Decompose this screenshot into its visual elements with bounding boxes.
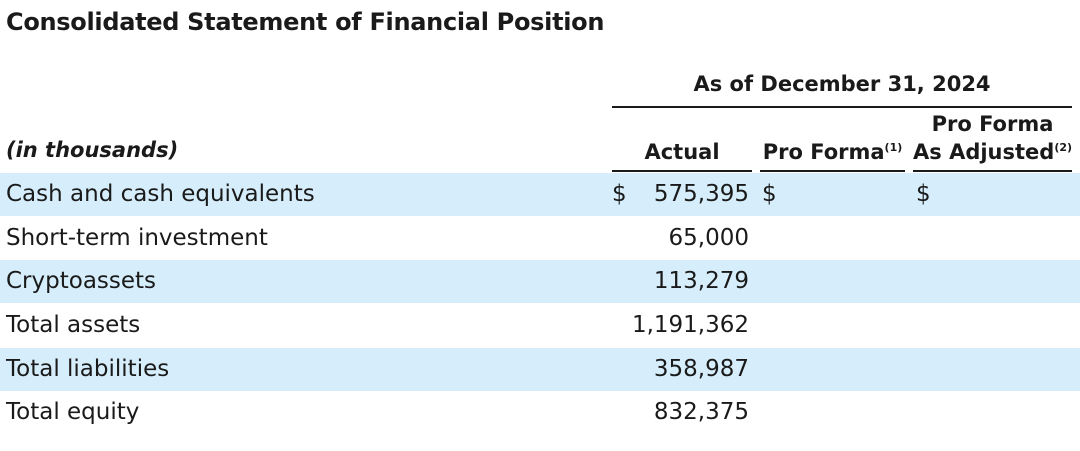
column-rule-pro-forma-as-adjusted <box>913 170 1072 172</box>
table-row: Cryptoassets 113,279 <box>0 260 1080 303</box>
row-label: Short-term investment <box>6 225 268 251</box>
table-row: Total assets 1,191,362 <box>0 304 1080 347</box>
column-header-pro-forma-as-adjusted: Pro Forma As Adjusted(2) <box>913 110 1072 166</box>
currency-symbol-pro-forma-as-adjusted: $ <box>916 181 931 207</box>
row-value-actual: 832,375 <box>653 399 749 425</box>
currency-symbol-pro-forma: $ <box>762 181 777 207</box>
column-header-pro-forma-as-adjusted-line2: As Adjusted <box>913 140 1055 164</box>
column-header-pro-forma-label: Pro Forma <box>762 140 885 164</box>
document-title: Consolidated Statement of Financial Posi… <box>6 8 605 36</box>
currency-symbol-actual: $ <box>612 181 627 207</box>
footnote-marker-1: (1) <box>884 141 903 154</box>
table-row: Cash and cash equivalents $ 575,395 $ $ <box>0 173 1080 216</box>
row-value-actual: 358,987 <box>653 356 749 382</box>
row-label: Total assets <box>6 312 141 338</box>
row-label: Total liabilities <box>6 356 170 382</box>
column-rule-pro-forma <box>760 170 905 172</box>
row-value-actual: 113,279 <box>653 268 749 294</box>
column-header-actual: Actual <box>644 140 720 164</box>
row-value-actual: 575,395 <box>653 181 749 207</box>
period-header-rule <box>612 106 1072 108</box>
table-row: Total equity 832,375 <box>0 391 1080 434</box>
row-label: Total equity <box>6 399 140 425</box>
units-label: (in thousands) <box>6 138 179 162</box>
table-row: Short-term investment 65,000 <box>0 217 1080 260</box>
column-header-pro-forma: Pro Forma(1) <box>760 138 905 166</box>
row-label: Cryptoassets <box>6 268 157 294</box>
column-header-pro-forma-as-adjusted-line1: Pro Forma <box>931 112 1054 136</box>
row-label: Cash and cash equivalents <box>6 181 315 207</box>
row-value-actual: 1,191,362 <box>631 312 749 338</box>
table-row: Total liabilities 358,987 <box>0 348 1080 391</box>
period-header: As of December 31, 2024 <box>693 72 991 96</box>
footnote-marker-2: (2) <box>1054 141 1073 154</box>
row-value-actual: 65,000 <box>668 225 749 251</box>
column-rule-actual <box>612 170 752 172</box>
